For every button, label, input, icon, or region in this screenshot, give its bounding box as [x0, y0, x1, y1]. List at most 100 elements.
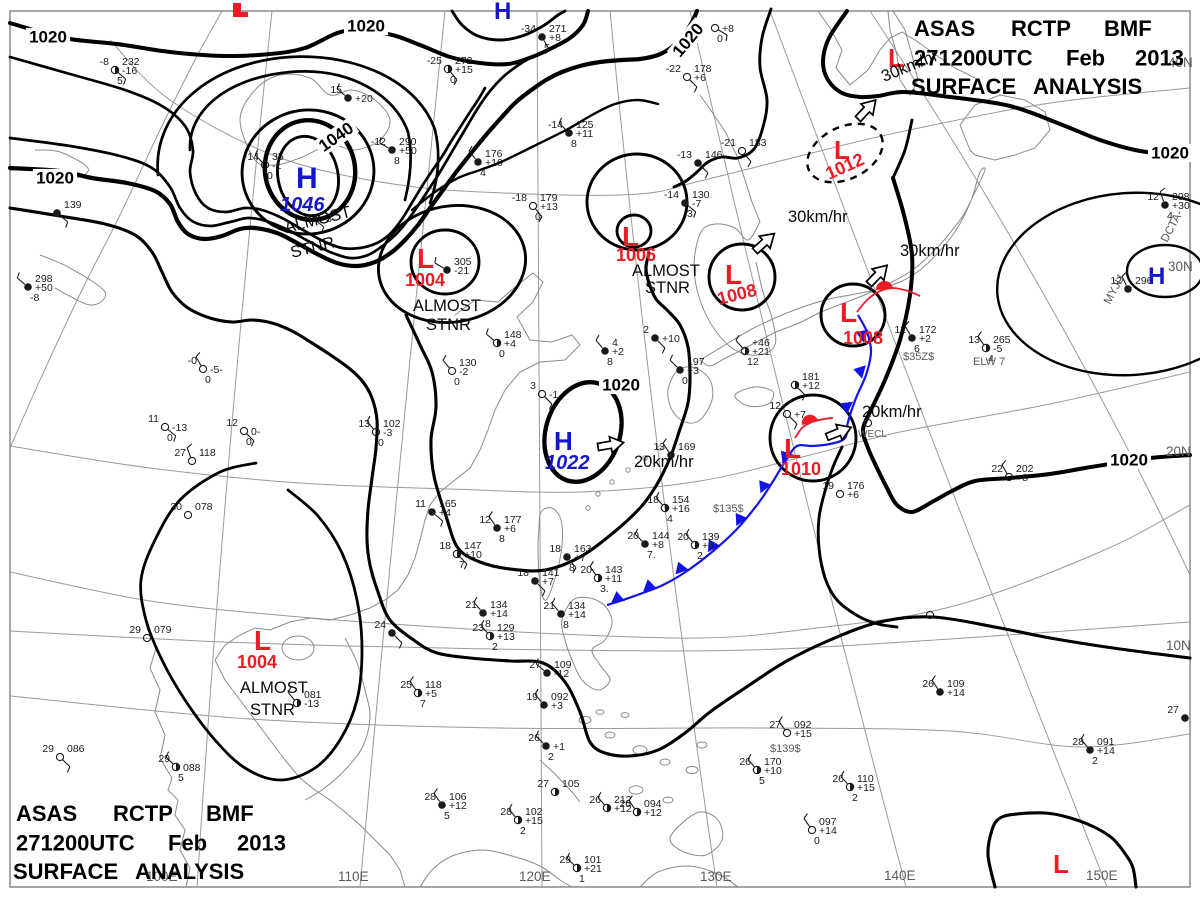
svg-text:-5-: -5- [210, 364, 223, 376]
svg-text:11: 11 [415, 498, 426, 510]
svg-text:-22: -22 [666, 63, 681, 75]
svg-text:079: 079 [154, 624, 172, 636]
svg-text:081: 081 [304, 689, 322, 701]
svg-text:+15: +15 [525, 815, 543, 827]
svg-text:088: 088 [183, 762, 201, 774]
svg-text:$35Z$: $35Z$ [903, 351, 934, 363]
svg-text:-7: -7 [692, 198, 701, 210]
svg-text:8: 8 [563, 619, 569, 631]
svg-text:2: 2 [697, 550, 703, 562]
svg-text:+15: +15 [857, 782, 875, 794]
svg-text:5: 5 [117, 75, 123, 87]
svg-text:+3: +3 [687, 365, 699, 377]
svg-text:STNR: STNR [426, 316, 471, 334]
svg-text:2: 2 [1092, 755, 1098, 767]
svg-text:+6: +6 [694, 72, 706, 84]
svg-text:-14: -14 [664, 189, 679, 201]
svg-text:101: 101 [584, 854, 602, 866]
svg-text:092: 092 [794, 719, 812, 731]
svg-text:12: 12 [769, 400, 781, 412]
svg-text:0: 0 [246, 436, 252, 448]
svg-text:20: 20 [580, 564, 592, 576]
svg-text:3: 3 [530, 380, 536, 392]
svg-text:+50: +50 [35, 282, 53, 294]
svg-text:176: 176 [485, 148, 503, 160]
svg-text:12: 12 [747, 356, 759, 368]
svg-text:RCTP: RCTP [1011, 16, 1071, 41]
svg-text:2: 2 [492, 641, 498, 653]
svg-text:+7: +7 [794, 409, 806, 421]
svg-text:102: 102 [525, 806, 543, 818]
svg-text:26: 26 [619, 798, 631, 810]
svg-text:097: 097 [819, 816, 837, 828]
svg-text:086: 086 [67, 743, 85, 755]
svg-text:197: 197 [687, 356, 705, 368]
svg-text:RCTP: RCTP [113, 801, 173, 826]
svg-text:1020: 1020 [1151, 144, 1189, 163]
svg-text:181: 181 [802, 371, 820, 383]
svg-text:28: 28 [1072, 736, 1084, 748]
svg-text:H: H [1148, 263, 1165, 290]
svg-text:+7: +7 [574, 552, 586, 564]
svg-text:18: 18 [517, 567, 529, 579]
svg-text:27: 27 [537, 778, 549, 790]
svg-text:105: 105 [562, 778, 580, 790]
svg-text:0: 0 [535, 211, 541, 223]
svg-text:4: 4 [1167, 210, 1173, 222]
svg-text:6: 6 [914, 343, 920, 355]
svg-text:179: 179 [540, 192, 558, 204]
svg-text:1020: 1020 [1110, 451, 1148, 470]
svg-text:110: 110 [857, 773, 874, 785]
svg-text:3: 3 [687, 208, 693, 220]
svg-text:+12: +12 [644, 807, 662, 819]
svg-text:5: 5 [444, 810, 450, 822]
svg-text:30N: 30N [1168, 259, 1193, 274]
svg-text:+2: +2 [612, 346, 624, 358]
svg-text:176: 176 [847, 480, 865, 492]
svg-text:22: 22 [991, 463, 1003, 475]
svg-text:12: 12 [1147, 191, 1159, 203]
svg-text:13: 13 [968, 334, 980, 346]
svg-text:148: 148 [504, 329, 522, 341]
svg-text:STNR: STNR [645, 279, 690, 297]
svg-text:1020: 1020 [347, 17, 385, 36]
svg-text:ANALYSIS: ANALYSIS [135, 859, 244, 884]
svg-text:26: 26 [589, 794, 601, 806]
svg-text:169: 169 [678, 441, 696, 453]
svg-text:H: H [296, 162, 318, 195]
svg-text:4: 4 [480, 167, 486, 179]
svg-text:1046: 1046 [280, 194, 325, 216]
svg-text:+4: +4 [504, 338, 516, 350]
svg-text:H: H [554, 426, 573, 456]
svg-text:202: 202 [1016, 463, 1034, 475]
svg-text:+12: +12 [802, 380, 820, 392]
svg-text:139: 139 [64, 199, 82, 211]
svg-text:11: 11 [148, 413, 159, 425]
svg-text:2: 2 [852, 792, 858, 804]
svg-text:L: L [417, 243, 434, 274]
svg-text:-21: -21 [454, 265, 469, 277]
svg-text:-5: -5 [993, 343, 1002, 355]
svg-text:-3: -3 [383, 427, 392, 439]
svg-text:19: 19 [526, 691, 538, 703]
svg-text:232: 232 [122, 56, 140, 68]
svg-text:15: 15 [330, 84, 342, 96]
svg-text:5: 5 [178, 772, 184, 784]
svg-text:163: 163 [574, 543, 592, 555]
svg-text:125: 125 [576, 119, 594, 131]
svg-text:094: 094 [644, 798, 662, 810]
svg-text:WECL: WECL [858, 429, 887, 440]
svg-text:177: 177 [504, 514, 522, 526]
svg-text:ANALYSIS: ANALYSIS [1033, 74, 1142, 99]
svg-text:305: 305 [454, 256, 472, 268]
svg-text:+50: +50 [399, 145, 417, 157]
svg-text:1022: 1022 [545, 452, 590, 474]
svg-text:29: 29 [158, 753, 170, 765]
svg-text:12: 12 [226, 417, 238, 429]
svg-text:271200UTC: 271200UTC [914, 46, 1033, 71]
svg-text:118: 118 [199, 447, 216, 459]
svg-text:12: 12 [894, 324, 906, 336]
svg-text:+1: +1 [553, 741, 565, 753]
svg-text:27: 27 [1167, 704, 1179, 716]
svg-text:0: 0 [378, 437, 384, 449]
